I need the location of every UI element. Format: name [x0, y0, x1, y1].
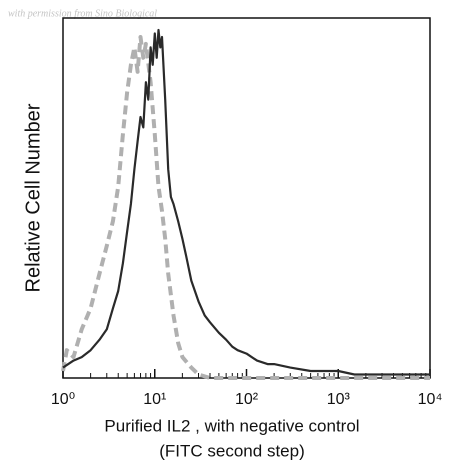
x-axis-label: Purified IL2 , with negative control: [104, 416, 359, 435]
x-tick-label: 10¹: [143, 391, 166, 408]
x-tick-label: 10⁰: [51, 391, 75, 408]
x-tick-label: 10³: [327, 391, 351, 408]
x-tick-label: 10²: [235, 391, 259, 408]
watermark: with permission from Sino Biological: [8, 8, 157, 19]
x-axis-label: (FITC second step): [159, 441, 305, 460]
y-axis-label: Relative Cell Number: [22, 103, 44, 292]
histogram-line: [62, 28, 430, 376]
histogram-line: [61, 35, 430, 380]
x-tick-label: 10⁴: [418, 391, 443, 408]
